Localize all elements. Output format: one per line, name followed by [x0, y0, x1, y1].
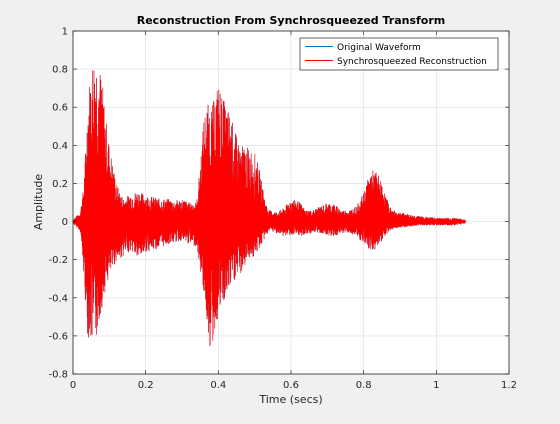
y-axis-label: Amplitude — [32, 174, 45, 231]
x-tick-label: 0.4 — [210, 380, 226, 391]
series-synchrosqueezed-reconstruction — [72, 70, 466, 346]
y-tick-label: 0.4 — [52, 141, 68, 152]
y-tick-label: -0.8 — [48, 370, 68, 381]
x-axis-label: Time (secs) — [258, 393, 322, 406]
y-tick-label: 0.2 — [52, 179, 68, 190]
series-layer — [72, 70, 466, 346]
axis-ticks: 0 0.2 0.4 0.6 0.8 1 1.2 1 0.8 0.6 0.4 0.2 0 -0.2 -0.4 -… — [48, 27, 516, 392]
y-tick-label: 0.6 — [52, 103, 68, 114]
x-tick-label: 1.2 — [501, 380, 517, 391]
y-tick-label: -0.2 — [48, 255, 68, 266]
x-tick-label: 0.8 — [356, 380, 372, 391]
y-tick-label: 0 — [62, 217, 68, 228]
x-tick-label: 1 — [433, 380, 439, 391]
x-tick-label: 0 — [70, 380, 76, 391]
legend[interactable]: Original Waveform Synchrosqueezed Recons… — [299, 37, 499, 71]
y-tick-label: 0.8 — [52, 65, 68, 76]
y-tick-label: -0.6 — [48, 331, 68, 342]
y-tick-label: -0.4 — [48, 293, 68, 304]
x-tick-label: 0.6 — [283, 380, 299, 391]
x-tick-label: 0.2 — [138, 380, 154, 391]
legend-box — [299, 37, 499, 71]
chart-title: Reconstruction From Synchrosqueezed Tran… — [137, 14, 446, 27]
legend-label-original: Original Waveform — [337, 43, 421, 53]
legend-label-reconstruction: Synchrosqueezed Reconstruction — [337, 57, 487, 67]
y-tick-label: 1 — [62, 27, 68, 38]
